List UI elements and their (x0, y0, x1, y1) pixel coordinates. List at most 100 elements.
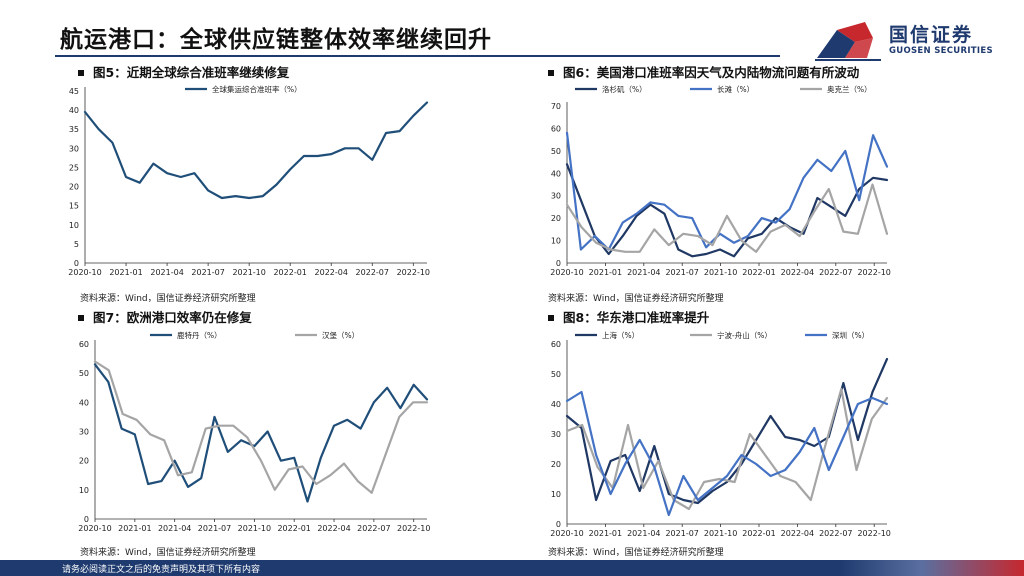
series-line-1 (565, 131, 889, 251)
y-tick-label: 20 (69, 183, 79, 192)
y-tick-label: 0 (556, 259, 561, 268)
x-tick-label: 2020-10 (68, 268, 101, 277)
footer-disclaimer: 请务必阅读正文之后的免责声明及其项下所有内容 (62, 565, 261, 575)
y-tick-label: 40 (551, 400, 561, 409)
x-tick-label: 2022-01 (277, 524, 310, 533)
x-tick-label: 2021-01 (589, 529, 622, 538)
source-note-fig6: 资料来源：Wind，国信证券经济研究所整理 (548, 294, 724, 304)
y-tick-label: 5 (74, 240, 79, 249)
panel-title-fig8: 图8：华东港口准班率提升 (548, 307, 709, 326)
series-line-0 (565, 163, 889, 258)
bullet-square-icon (78, 314, 84, 321)
brand-logo: 国信证券 GUOSEN SECURITIES (815, 18, 1015, 62)
chart-fig5-global-punctuality: 0 5 10 15 20 25 30 35 40 45 2020-10 2021-01 2021-04 2… (68, 84, 430, 277)
x-tick-label: 2022-01 (742, 268, 775, 277)
series-line-0 (93, 363, 429, 503)
page-title: 航运港口：全球供应链整体效率继续回升 (60, 27, 492, 53)
brand-mark-icon (815, 22, 881, 61)
source-note-fig8: 资料来源：Wind，国信证券经济研究所整理 (548, 548, 724, 558)
x-tick-label: 2021-10 (232, 268, 265, 277)
panel-title-text: 图8：华东港口准班率提升 (563, 310, 710, 325)
chart-fig7-europe-ports: 0 10 20 30 40 50 60 2020-10 2021-01 2021-04 2021-0… (78, 330, 430, 533)
y-tick-label: 25 (69, 163, 79, 172)
x-tick-label: 2021-04 (627, 268, 660, 277)
footer-bar: 请务必阅读正文之后的免责声明及其项下所有内容 (0, 560, 1024, 576)
x-tick-label: 2021-01 (109, 268, 142, 277)
y-tick-label: 50 (551, 370, 561, 379)
y-tick-label: 30 (551, 192, 561, 201)
panel-title-fig7: 图7：欧洲港口效率仍在修复 (78, 307, 252, 326)
x-tick-label: 2020-10 (550, 529, 583, 538)
x-tick-label: 2020-10 (78, 524, 111, 533)
x-tick-label: 2022-07 (819, 529, 852, 538)
panel-title-text: 图5：近期全球综合准班率继续修复 (93, 65, 290, 80)
x-tick-label: 2021-04 (150, 268, 183, 277)
y-tick-label: 30 (69, 144, 79, 153)
y-tick-label: 50 (551, 147, 561, 156)
x-tick-label: 2022-10 (397, 268, 430, 277)
x-tick-label: 2021-04 (158, 524, 191, 533)
panel-title-text: 图6：美国港口准班率因天气及内陆物流问题有所波动 (563, 65, 860, 80)
x-tick-label: 2021-10 (238, 524, 271, 533)
x-tick-label: 2021-07 (665, 529, 698, 538)
y-tick-label: 15 (69, 202, 79, 211)
panel-title-fig5: 图5：近期全球综合准班率继续修复 (78, 62, 289, 81)
x-tick-label: 2021-07 (191, 268, 224, 277)
chart-fig6-us-ports: 0 10 20 30 40 50 60 70 2020-10 2021-01 2021-04 2021… (550, 84, 891, 277)
legend-label: 宁波-舟山（%） (717, 330, 772, 340)
x-tick-label: 2021-01 (589, 268, 622, 277)
x-tick-label: 2021-10 (704, 529, 737, 538)
x-tick-label: 2021-10 (704, 268, 737, 277)
legend-label: 鹿特丹（%） (177, 330, 222, 340)
bullet-square-icon (548, 314, 554, 321)
x-tick-label: 2022-10 (857, 529, 890, 538)
y-tick-label: 40 (79, 398, 89, 407)
x-tick-label: 2022-04 (781, 268, 814, 277)
y-tick-label: 45 (69, 87, 79, 96)
x-tick-label: 2022-10 (397, 524, 430, 533)
source-note-fig7: 资料来源：Wind，国信证券经济研究所整理 (80, 548, 256, 558)
panel-title-text: 图7：欧洲港口效率仍在修复 (93, 310, 252, 325)
series-line-1 (565, 387, 889, 511)
y-tick-label: 20 (79, 457, 89, 466)
y-tick-label: 35 (69, 125, 79, 134)
x-tick-label: 2022-04 (317, 524, 350, 533)
y-tick-label: 0 (74, 259, 79, 268)
y-tick-label: 10 (551, 237, 561, 246)
y-tick-label: 10 (79, 486, 89, 495)
bullet-square-icon (548, 69, 554, 76)
x-tick-label: 2021-01 (118, 524, 151, 533)
chart-fig8-east-china-ports: 0 10 20 30 40 50 60 2020-10 2021-01 2021-04 2021-0… (550, 330, 891, 538)
legend-label: 深圳（%） (832, 330, 869, 340)
y-tick-label: 70 (551, 102, 561, 111)
legend-label: 奥克兰（%） (827, 84, 872, 94)
y-tick-label: 60 (551, 340, 561, 349)
legend-label: 全球集运综合准班率（%） (212, 84, 302, 94)
x-tick-label: 2021-07 (198, 524, 231, 533)
legend-label: 长滩（%） (717, 84, 754, 94)
bullet-square-icon (78, 69, 84, 76)
x-tick-label: 2022-04 (781, 529, 814, 538)
x-tick-label: 2022-01 (742, 529, 775, 538)
series-line-2 (565, 390, 889, 517)
source-note-fig5: 资料来源：Wind，国信证券经济研究所整理 (80, 294, 256, 304)
y-tick-label: 10 (69, 221, 79, 230)
legend-label: 汉堡（%） (322, 330, 359, 340)
y-tick-label: 40 (551, 169, 561, 178)
y-tick-label: 60 (79, 340, 89, 349)
y-tick-label: 30 (551, 430, 561, 439)
y-tick-label: 20 (551, 460, 561, 469)
x-tick-label: 2022-07 (357, 524, 390, 533)
legend-label: 上海（%） (602, 330, 639, 340)
x-tick-label: 2021-07 (665, 268, 698, 277)
y-tick-label: 60 (551, 124, 561, 133)
y-tick-label: 30 (79, 428, 89, 437)
x-tick-label: 2022-07 (356, 268, 389, 277)
series-line-2 (565, 183, 889, 253)
x-tick-label: 2021-04 (627, 529, 660, 538)
y-tick-label: 0 (84, 515, 89, 524)
x-tick-label: 2020-10 (550, 268, 583, 277)
brand-name-en: GUOSEN SECURITIES (889, 46, 993, 56)
x-tick-label: 2022-10 (857, 268, 890, 277)
y-tick-label: 20 (551, 214, 561, 223)
